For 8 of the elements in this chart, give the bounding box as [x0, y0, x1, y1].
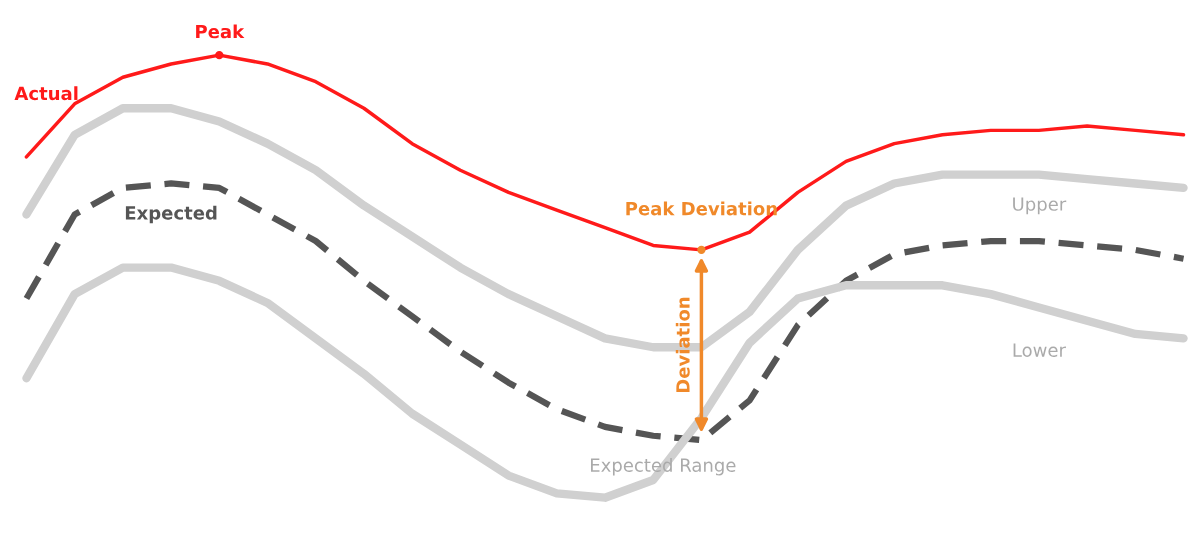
series-label: Upper: [1013, 197, 1067, 215]
series-label: Lower: [1013, 343, 1066, 357]
series-label: Expected: [125, 205, 217, 224]
text: Peak: [196, 24, 245, 39]
annotation: Peak Deviation: [626, 201, 777, 216]
series-label: Actual: [14, 86, 78, 101]
annotation: Expected Range: [591, 458, 736, 476]
annotation: Deviation: [675, 297, 690, 393]
